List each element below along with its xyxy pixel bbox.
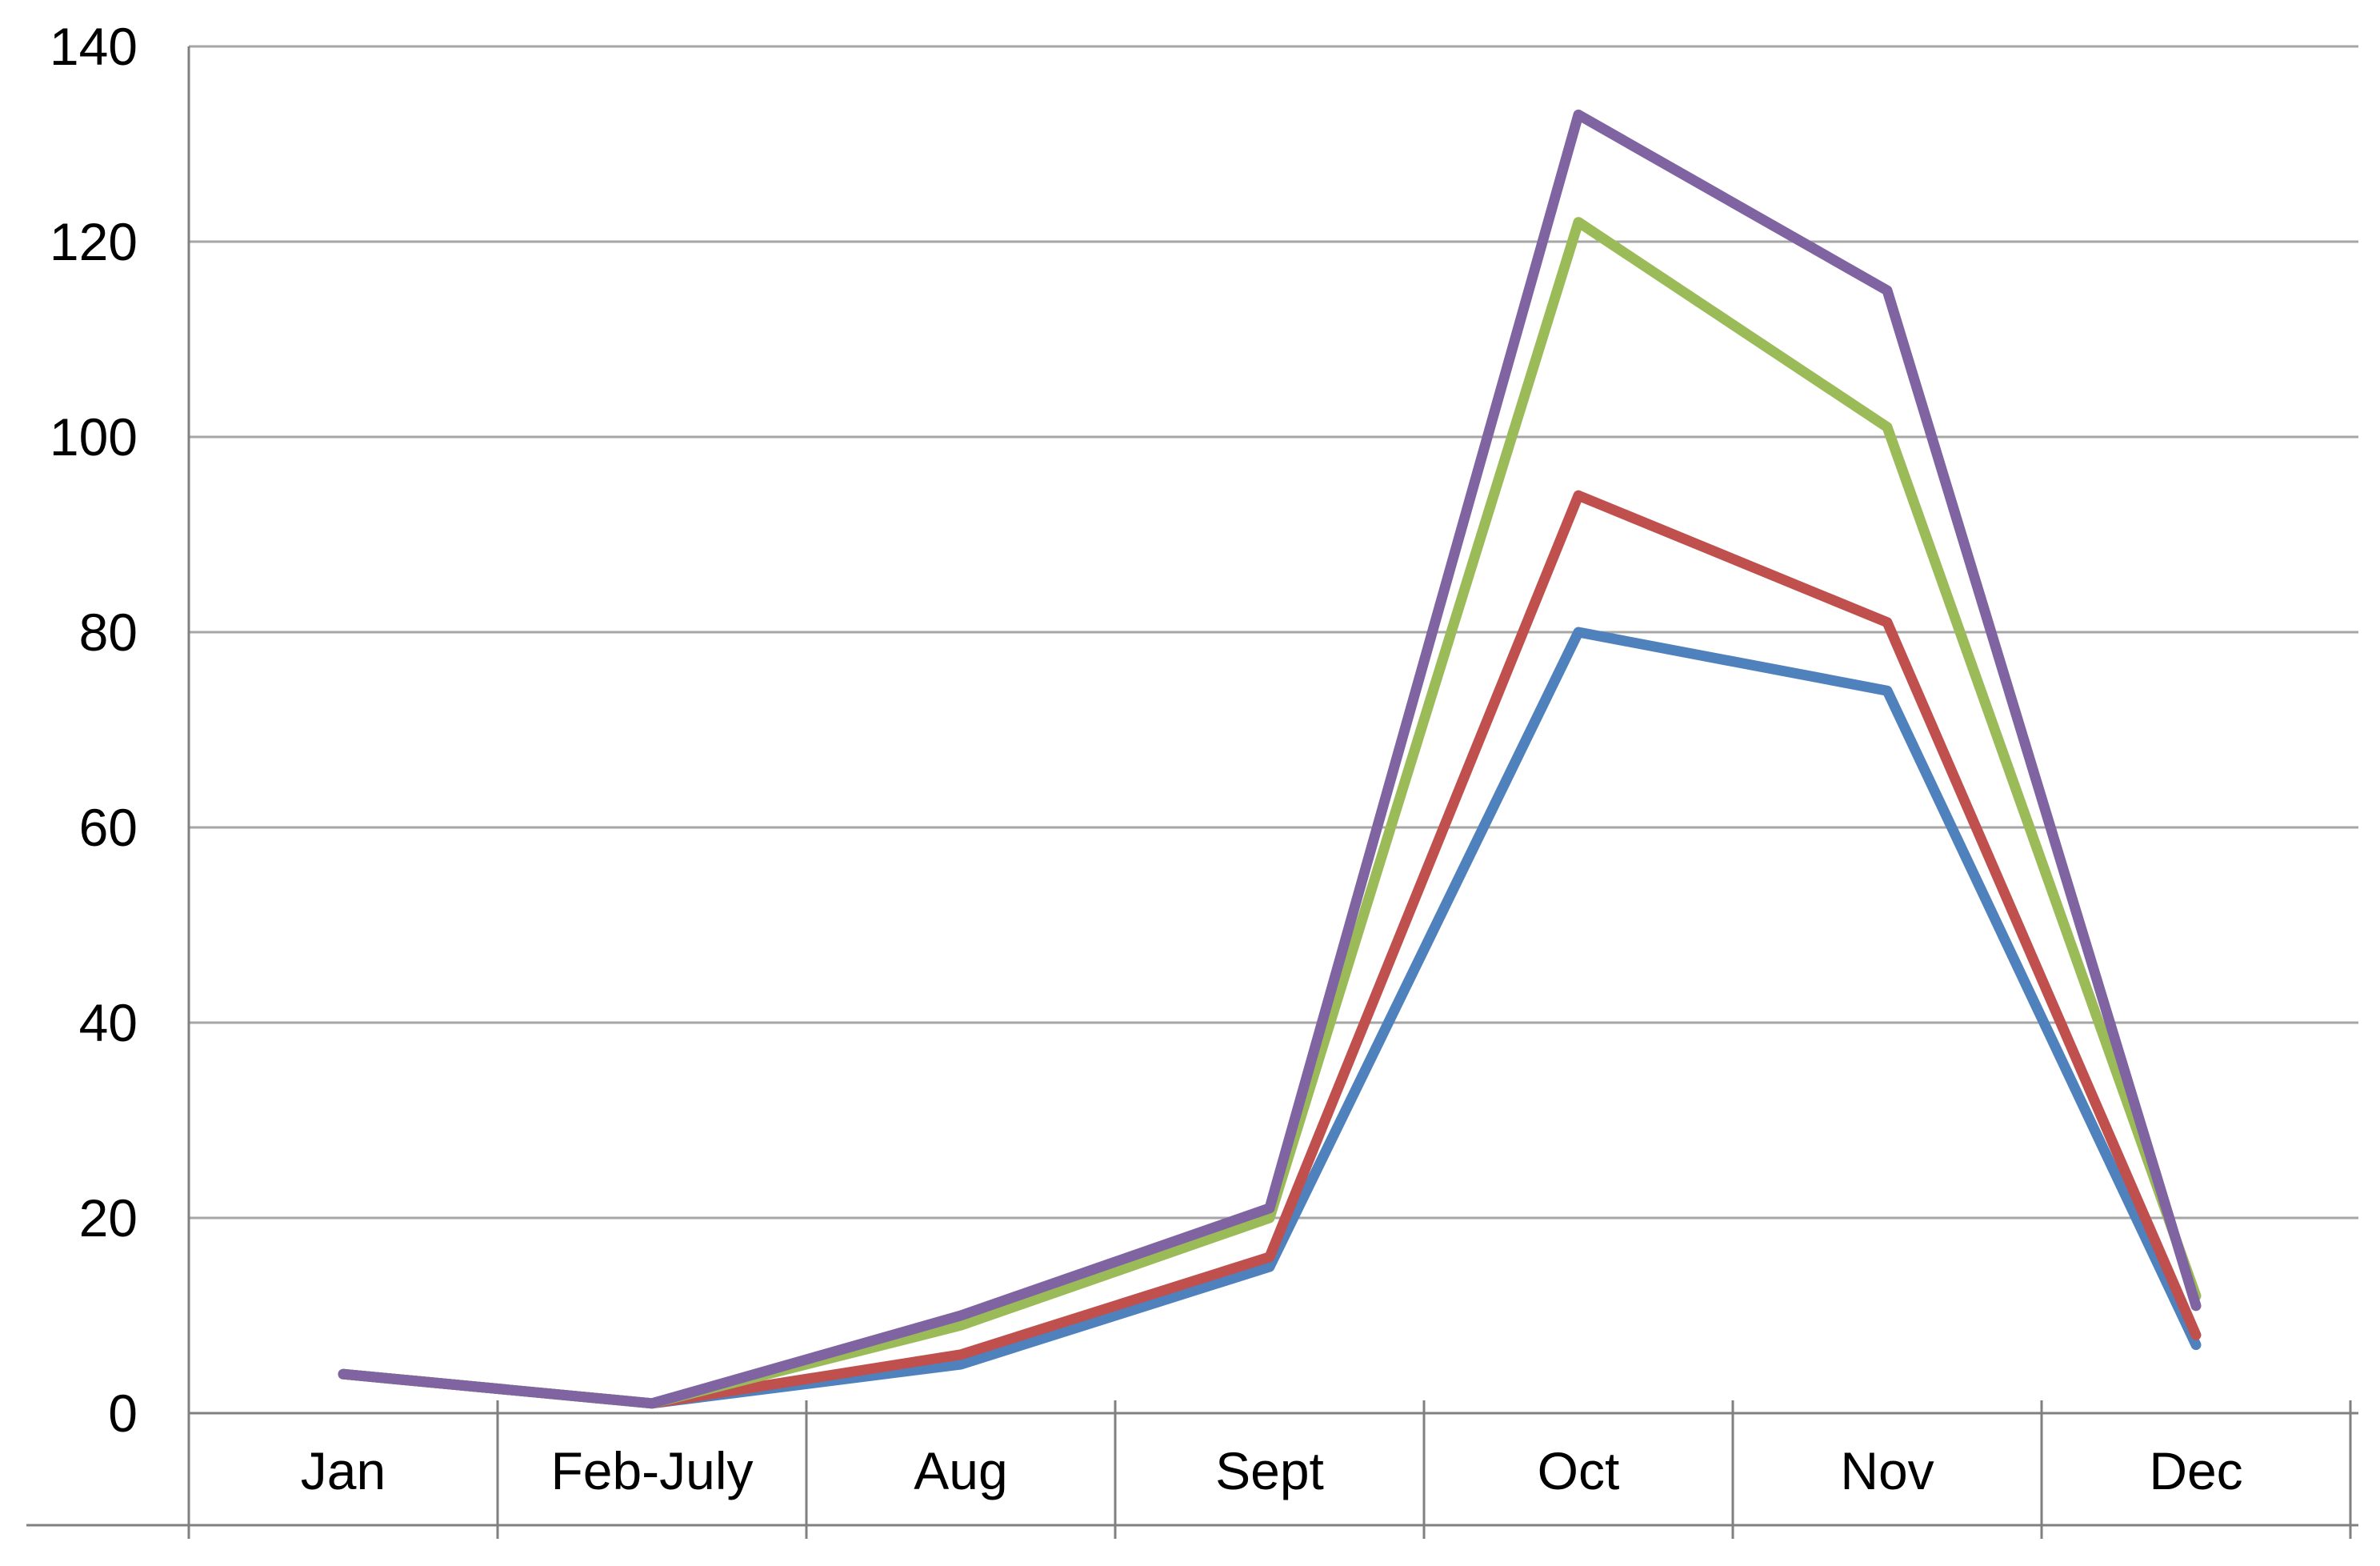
- x-tick-label: Sept: [1215, 1441, 1324, 1500]
- series-line-blue-series: [338, 627, 2202, 1409]
- y-tick-label: 80: [79, 603, 138, 662]
- y-tick-label: 140: [50, 17, 138, 76]
- series-line-purple-series: [338, 109, 2202, 1409]
- x-tick-label: Dec: [2149, 1441, 2242, 1500]
- x-tick-label: Aug: [914, 1441, 1007, 1500]
- y-tick-label: 0: [108, 1384, 138, 1443]
- y-tick-label: 60: [79, 798, 138, 857]
- x-tick-label: Feb-July: [550, 1441, 753, 1500]
- y-tick-label: 40: [79, 993, 138, 1052]
- x-tick-label: Jan: [301, 1441, 386, 1500]
- y-tick-label: 20: [79, 1188, 138, 1248]
- x-tick-label: Nov: [1840, 1441, 1934, 1500]
- y-tick-label: 120: [50, 212, 138, 271]
- x-tick-label: Oct: [1538, 1441, 1620, 1500]
- y-tick-label: 100: [50, 407, 138, 467]
